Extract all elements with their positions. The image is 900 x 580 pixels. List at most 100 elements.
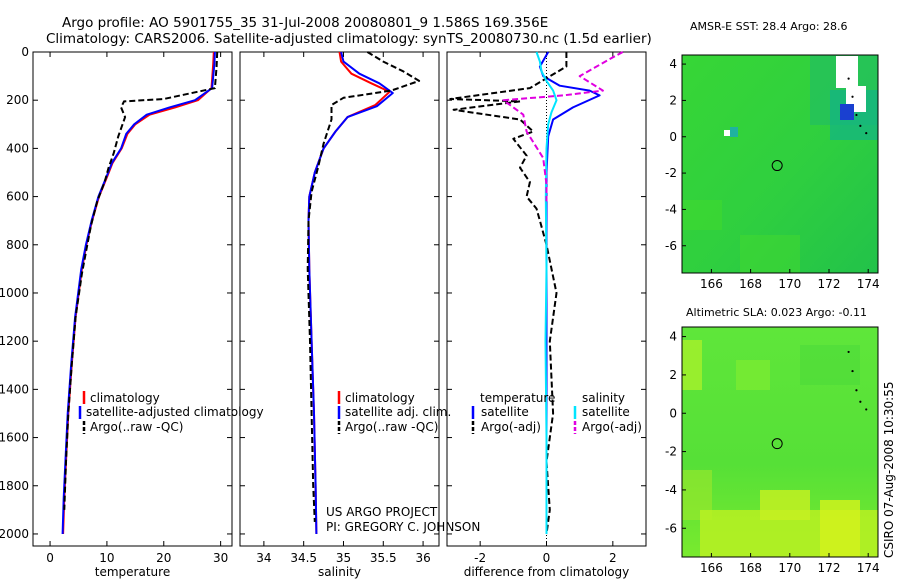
sst_map-coast-speck (847, 77, 850, 80)
salinity-plot: 34 34.5 35 35.5 36 salinity (240, 51, 439, 579)
sla-high-patch (736, 360, 770, 390)
sla-high-patch (820, 500, 860, 557)
temperature-legend: climatology satellite-adjusted climatolo… (78, 391, 264, 434)
sst-missing-data (724, 130, 732, 136)
difference-series-salinity-argo-adj (502, 51, 624, 202)
salinity-xtick-label: 36 (415, 551, 430, 565)
salinity-legend: climatology satellite adj. clim. Argo(..… (337, 391, 451, 434)
legend-label-climatology: climatology (345, 391, 415, 405)
sla_map-coast-speck (851, 369, 854, 373)
sst_map-coast-speck (865, 132, 868, 135)
sst-high-value (840, 104, 854, 120)
sst_map-xtick-label: 168 (739, 277, 762, 291)
legend-label-satellite: satellite adj. clim. (345, 405, 451, 419)
sla_map-ytick-label: 4 (669, 330, 677, 344)
sst-cool-patch (682, 200, 722, 230)
temperature-xtick-label: 0 (46, 551, 54, 565)
sla_map-coast-speck (855, 389, 858, 392)
legend-label-temp-argo: Argo(-adj) (481, 420, 541, 434)
sla_map-xtick-label: 166 (700, 561, 723, 575)
credit-project: US ARGO PROJECT (326, 505, 438, 519)
sla_map-xtick-label: 174 (857, 561, 880, 575)
difference-xlabel: difference from climatology (464, 565, 630, 579)
sla_map-coast-speck (847, 350, 850, 354)
sst-missing-data (836, 56, 858, 88)
temperature-ytick-label: 800 (6, 238, 29, 252)
sst_map-ytick-label: 0 (669, 130, 677, 144)
difference-xtick-label: -2 (474, 551, 486, 565)
sst-map-title: AMSR-E SST: 28.4 Argo: 28.6 (690, 20, 848, 33)
legend-label-argo: Argo(..raw -QC) (345, 420, 438, 434)
temperature-ytick-label: 400 (6, 141, 29, 155)
legend-label-sal-satellite: satellite (582, 405, 630, 419)
sst_map-xtick-label: 174 (857, 277, 880, 291)
sst-cool-patch (740, 235, 800, 273)
sla_map-ytick-label: -4 (665, 483, 677, 497)
legend-label-temp-satellite: satellite (481, 405, 529, 419)
temperature-xtick-label: 10 (99, 551, 114, 565)
temperature-ytick-label: 0 (21, 45, 29, 59)
sla_map-xtick-label: 170 (778, 561, 801, 575)
temperature-ytick-label: 1000 (0, 286, 29, 300)
sla-high-patch (760, 490, 810, 520)
sst_map-coast-speck (855, 113, 858, 117)
sst_map-ytick-label: -6 (665, 239, 677, 253)
sla_map-ytick-label: -6 (665, 521, 677, 535)
salinity-xtick-label: 34 (256, 551, 271, 565)
sst_map-xtick-label: 170 (778, 277, 801, 291)
figure-title-line2: Climatology: CARS2006. Satellite-adjuste… (46, 31, 652, 47)
temperature-ytick-label: 1200 (0, 334, 29, 348)
sla-map-frame (681, 326, 879, 558)
temperature-xtick-label: 20 (156, 551, 171, 565)
sst_map-xtick-label: 166 (700, 277, 723, 291)
temperature-ytick-label: 600 (6, 190, 29, 204)
legend-label-satellite: satellite-adjusted climatology (86, 405, 264, 419)
legend-label-argo: Argo(..raw -QC) (90, 420, 183, 434)
side-timestamp: CSIRO 07-Aug-2008 10:30:55 (882, 382, 896, 558)
temperature-plot: 0 10 20 30 0 200 400 600 800 1000 1200 1400 1600 1800… (0, 45, 232, 579)
sst_map-xtick-label: 172 (818, 277, 841, 291)
sla-map-title: Altimetric SLA: 0.023 Argo: -0.11 (686, 306, 867, 319)
sst_map-coast-speck (859, 124, 862, 127)
sla_map-ytick-label: 2 (669, 368, 677, 382)
salinity-xtick-label: 34.5 (290, 551, 317, 565)
sla_map-coast-speck (859, 400, 862, 403)
temperature-ytick-label: 1800 (0, 479, 29, 493)
legend-title-salinity: salinity (582, 391, 625, 405)
temperature-ytick-label: 1600 (0, 431, 29, 445)
temperature-ytick-label: 1400 (0, 382, 29, 396)
sla_map-ytick-label: -2 (665, 445, 677, 459)
sla_map-ytick-label: 0 (669, 406, 677, 420)
difference-series-salinity-satellite (535, 51, 558, 534)
sla_map-profile-marker (771, 438, 783, 450)
salinity-series-satellite-adj-clim (307, 51, 394, 535)
temperature-ytick-label: 200 (6, 93, 29, 107)
legend-title-temperature: temperature (480, 391, 555, 405)
difference-legend: temperature salinity satellite Argo(-adj… (471, 391, 642, 434)
credit-pi: PI: GREGORY C. JOHNSON (326, 520, 480, 534)
temperature-xlabel: temperature (95, 565, 170, 579)
salinity-xtick-label: 35.5 (370, 551, 397, 565)
legend-label-climatology: climatology (90, 391, 160, 405)
difference-xtick-label: 0 (543, 551, 551, 565)
sla_map-xtick-label: 168 (739, 561, 762, 575)
sst_map-ytick-label: -2 (665, 166, 677, 180)
temperature-series-argo-raw-qc (63, 51, 219, 510)
sst-warm-patch (730, 127, 738, 137)
sst_map-ytick-label: -4 (665, 202, 677, 216)
sst_map-coast-speck (851, 95, 854, 98)
sla-map (681, 326, 879, 558)
salinity-axes (239, 51, 440, 547)
salinity-xlabel: salinity (318, 565, 361, 579)
sla-low-patch (800, 345, 860, 385)
difference-xtick-label: 2 (609, 551, 617, 565)
sst_map-ytick-label: 2 (669, 93, 677, 107)
sst-map (681, 54, 879, 274)
temperature-ytick-label: 2000 (0, 527, 29, 541)
sst-map-frame (681, 54, 879, 274)
sst_map-ytick-label: 4 (669, 57, 677, 71)
sla_map-coast-speck (865, 408, 868, 411)
salinity-xtick-label: 35 (336, 551, 351, 565)
